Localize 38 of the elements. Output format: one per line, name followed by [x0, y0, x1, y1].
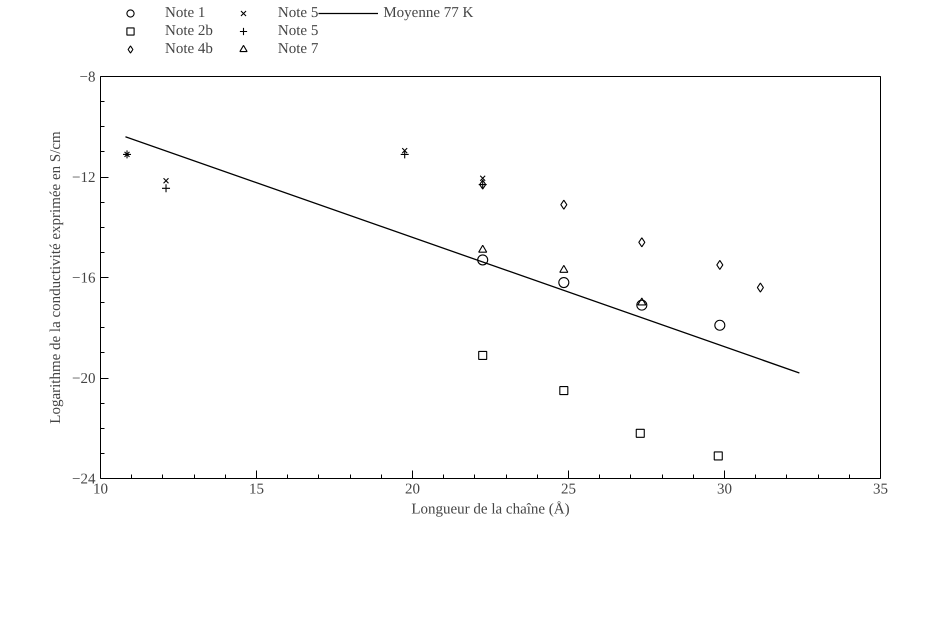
y-tick-label: −24: [72, 472, 96, 488]
point: [478, 350, 488, 360]
point: [637, 297, 646, 306]
point: [756, 282, 764, 293]
y-tick-label: −8: [80, 70, 96, 86]
x-tick-label: 30: [717, 482, 732, 498]
point: [560, 200, 568, 210]
y-tick-label: −20: [72, 371, 96, 387]
point: [716, 260, 724, 270]
legend-label: Moyenne 77 K: [383, 4, 474, 22]
point: [636, 428, 645, 438]
x-tick-label: 25: [561, 482, 576, 498]
legend-label: Note 5: [278, 22, 318, 40]
point: [714, 320, 726, 331]
point: [162, 178, 170, 184]
y-tick-label: −16: [72, 270, 96, 286]
legend-label: Note 2b: [165, 22, 213, 40]
point: [161, 184, 171, 193]
point: [559, 386, 568, 396]
point: [638, 237, 646, 248]
x-tick-label: 20: [405, 482, 420, 498]
legend-label: Note 4b: [165, 40, 213, 58]
point: [480, 175, 486, 182]
y-axis-title: Logarithme de la conductivité exprimée en S/cm: [48, 130, 64, 424]
y-tick-label: −12: [72, 170, 96, 186]
point: [714, 451, 723, 460]
point: [559, 264, 568, 273]
legend-label: Note 1: [165, 4, 206, 22]
legend-label: Note 5: [278, 4, 318, 22]
point: [478, 244, 488, 253]
x-tick-label: 10: [93, 482, 108, 498]
legend-label: Note 7: [278, 40, 318, 58]
point: [477, 254, 488, 266]
x-tick-label: 15: [249, 482, 264, 498]
point: [636, 300, 648, 311]
x-axis-title: Longueur de la chaîne (Å): [411, 500, 570, 518]
point: [558, 276, 570, 288]
x-tick-label: 35: [873, 482, 888, 498]
